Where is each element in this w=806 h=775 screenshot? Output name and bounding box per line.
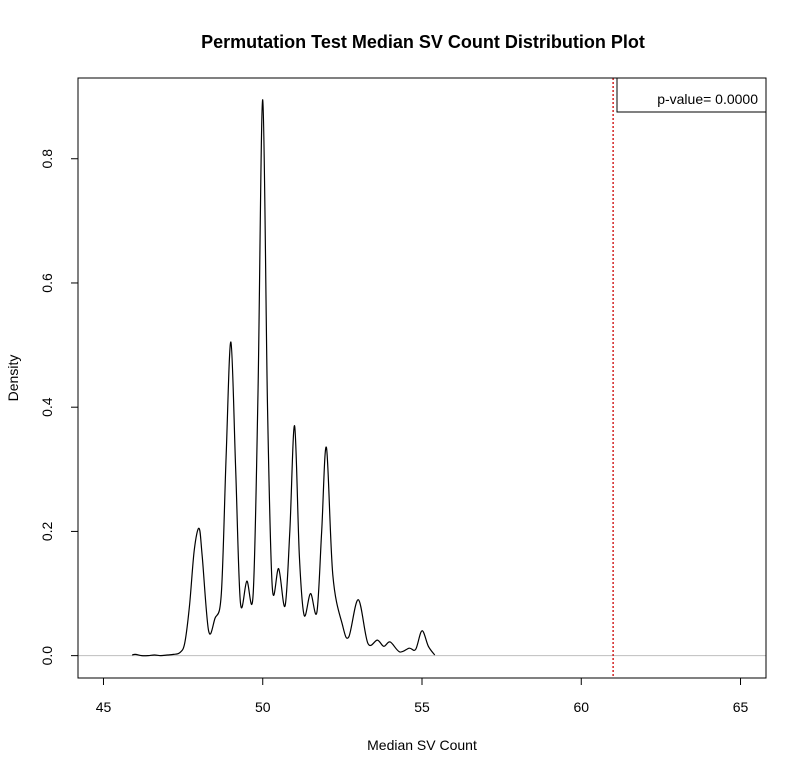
x-tick-label: 45 bbox=[96, 699, 112, 715]
density-curve bbox=[131, 99, 436, 657]
pvalue-legend: p-value= 0.0000 bbox=[616, 77, 767, 113]
chart-title: Permutation Test Median SV Count Distrib… bbox=[201, 32, 645, 52]
x-tick-label: 60 bbox=[573, 699, 589, 715]
y-tick-label: 0.4 bbox=[39, 397, 55, 417]
y-axis: 0.0 0.2 0.4 0.6 0.8 bbox=[39, 149, 79, 666]
y-tick-label: 0.6 bbox=[39, 273, 55, 293]
x-axis: 45 50 55 60 65 bbox=[96, 677, 749, 715]
y-tick-label: 0.0 bbox=[39, 646, 55, 666]
y-tick-label: 0.2 bbox=[39, 521, 55, 541]
plot-frame bbox=[77, 77, 767, 679]
series-layer bbox=[131, 99, 436, 657]
x-tick-label: 65 bbox=[733, 699, 749, 715]
x-tick-label: 55 bbox=[414, 699, 430, 715]
y-axis-label: Density bbox=[5, 355, 21, 402]
x-axis-label: Median SV Count bbox=[367, 737, 477, 753]
y-tick-label: 0.8 bbox=[39, 149, 55, 169]
pvalue-legend-text: p-value= 0.0000 bbox=[657, 91, 758, 107]
pvalue-legend-box bbox=[616, 77, 767, 113]
x-tick-label: 50 bbox=[255, 699, 271, 715]
